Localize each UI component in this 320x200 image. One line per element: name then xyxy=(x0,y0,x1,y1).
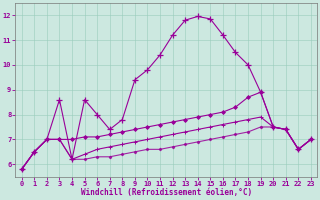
X-axis label: Windchill (Refroidissement éolien,°C): Windchill (Refroidissement éolien,°C) xyxy=(81,188,252,197)
